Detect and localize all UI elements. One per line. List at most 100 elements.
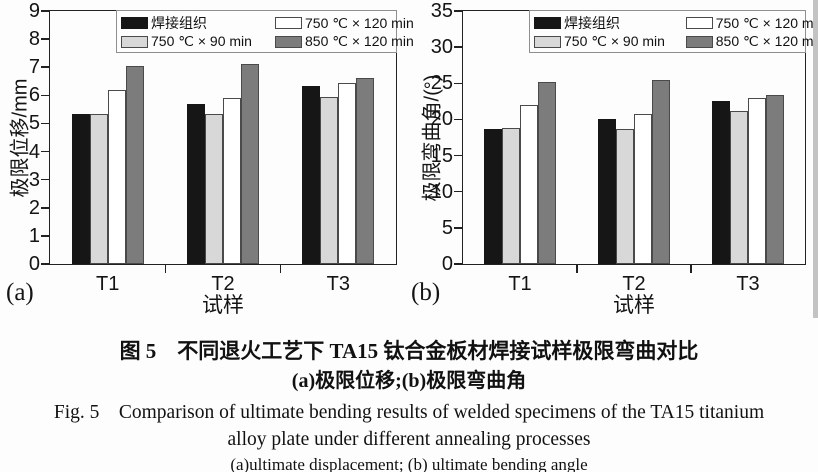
y-axis-tick [41, 263, 50, 265]
panel-b-label: (b) [411, 279, 441, 306]
bar-T3-series0 [302, 85, 321, 264]
x-axis-tick [576, 264, 578, 273]
bar-T2-series3 [241, 64, 259, 264]
y-tick-label: 0 [441, 253, 453, 275]
y-tick-label: 6 [28, 84, 40, 107]
bar-T1-series2 [107, 89, 126, 264]
bar-T3-series3 [766, 94, 784, 264]
chart-b-legend: 焊接组织 750 ℃ × 90 min 750 ℃ × 120 min 850 ℃ ×… [529, 10, 818, 53]
y-tick-label: 3 [28, 168, 40, 191]
x-tick-label: T1 [508, 273, 532, 295]
x-tick-label: T2 [211, 273, 235, 295]
y-tick-label: 8 [28, 28, 40, 51]
y-axis-tick [41, 66, 50, 68]
y-axis-tick [454, 263, 463, 265]
y-tick-label: 4 [28, 140, 40, 163]
legend-item: 750 ℃ × 120 min [685, 15, 818, 32]
caption-english-title-line2: alloy plate under different annealing pr… [227, 429, 591, 450]
caption-english-subtitle: (a)ultimate displacement; (b) ultimate b… [230, 455, 588, 472]
y-axis-tick [41, 10, 50, 12]
y-axis-tick [454, 10, 463, 12]
bar-T3-series2 [338, 82, 357, 264]
x-axis-tick [690, 264, 692, 273]
bar-T2-series0 [187, 103, 205, 264]
y-tick-label: 15 [430, 144, 453, 167]
y-tick-label: 30 [430, 36, 453, 59]
chart-a-legend: 焊接组织 750 ℃ × 90 min 750 ℃ × 120 min 850 ℃ ×… [116, 10, 414, 53]
legend-swatch [534, 35, 561, 48]
y-tick-label: 1 [28, 224, 40, 247]
bar-T2-series3 [652, 79, 670, 264]
y-tick-label: 7 [28, 56, 40, 79]
figure-caption: 图 5 不同退火工艺下 TA15 钛合金板材焊接试样极限弯曲对比 (a)极限位移… [0, 339, 818, 472]
y-axis-tick [41, 150, 50, 153]
y-tick-label: 35 [430, 0, 453, 22]
y-axis-tick [41, 38, 50, 40]
caption-english-title-line1: Fig. 5 Comparison of ultimate bending re… [53, 402, 765, 423]
x-tick-label: T3 [736, 273, 760, 295]
legend-label: 750 ℃ × 90 min [151, 33, 252, 49]
legend-label: 750 ℃ × 120 min [715, 14, 818, 31]
x-tick-label: T1 [95, 273, 120, 295]
legend-item: 750 ℃ × 90 min [534, 33, 686, 50]
legend-label: 750 ℃ × 120 min [305, 14, 414, 31]
y-axis-tick [454, 227, 463, 229]
legend-item: 850 ℃ × 120 min [685, 33, 818, 50]
scan-edge-artifact [813, 0, 818, 318]
chart-b-x-axis-title: 试样 [613, 294, 655, 317]
legend-item: 焊接组织 [534, 13, 686, 33]
bar-T1-series2 [520, 104, 538, 264]
bar-T1-series3 [125, 65, 144, 264]
bar-T2-series2 [223, 98, 241, 264]
legend-item: 850 ℃ × 120 min [275, 33, 414, 50]
bar-T1-series1 [502, 128, 520, 264]
y-tick-label: 10 [430, 180, 453, 203]
bar-T2-series0 [598, 118, 616, 264]
x-axis-tick [279, 264, 282, 273]
bar-T2-series1 [616, 128, 634, 264]
caption-chinese-subtitle: (a)极限位移;(b)极限弯曲角 [291, 370, 527, 392]
bar-T1-series0 [484, 128, 502, 264]
bar-T2-series1 [205, 113, 223, 264]
bar-T1-series0 [71, 113, 90, 264]
legend-swatch [534, 17, 561, 29]
caption-chinese-title: 图 5 不同退火工艺下 TA15 钛合金板材焊接试样极限弯曲对比 [119, 339, 699, 363]
legend-swatch [685, 35, 713, 48]
y-axis-tick [454, 46, 463, 48]
y-tick-label: 5 [441, 216, 453, 239]
legend-label: 750 ℃ × 90 min [564, 33, 665, 49]
legend-swatch [121, 35, 148, 48]
y-tick-label: 5 [28, 112, 40, 135]
legend-label: 焊接组织 [151, 15, 207, 31]
legend-swatch [685, 17, 713, 29]
legend-item: 750 ℃ × 120 min [275, 15, 414, 32]
x-tick-label: T3 [326, 273, 350, 295]
chart-b-plot-area: 焊接组织 750 ℃ × 90 min 750 ℃ × 120 min 850 ℃ ×… [422, 1, 818, 317]
panel-a-label: (a) [6, 279, 34, 306]
chart-a-plot-area: 焊接组织 750 ℃ × 90 min 750 ℃ × 120 min 850 ℃ ×… [10, 1, 414, 317]
legend-swatch [275, 17, 302, 29]
legend-swatch [275, 35, 302, 48]
chart-a-x-axis-title: 试样 [202, 294, 244, 317]
bar-T2-series2 [634, 113, 652, 264]
bar-T1-series3 [538, 81, 556, 264]
bar-T3-series0 [712, 101, 730, 264]
y-tick-label: 0 [28, 253, 40, 275]
bar-T1-series1 [89, 113, 108, 264]
bar-T3-series2 [748, 98, 766, 264]
legend-label: 850 ℃ × 120 min [715, 33, 818, 49]
y-axis-tick [454, 82, 463, 85]
legend-item: 焊接组织 [121, 13, 275, 33]
bar-T3-series1 [320, 96, 339, 264]
y-tick-label: 9 [28, 0, 40, 22]
bar-T3-series1 [730, 110, 748, 264]
y-axis-tick [41, 178, 50, 181]
legend-swatch [121, 17, 148, 29]
y-axis-tick [454, 118, 463, 121]
y-axis-tick [41, 207, 50, 209]
y-axis-tick [454, 154, 463, 157]
legend-item: 750 ℃ × 90 min [121, 33, 275, 50]
x-tick-label: T2 [622, 273, 646, 295]
y-tick-label: 2 [28, 196, 40, 219]
